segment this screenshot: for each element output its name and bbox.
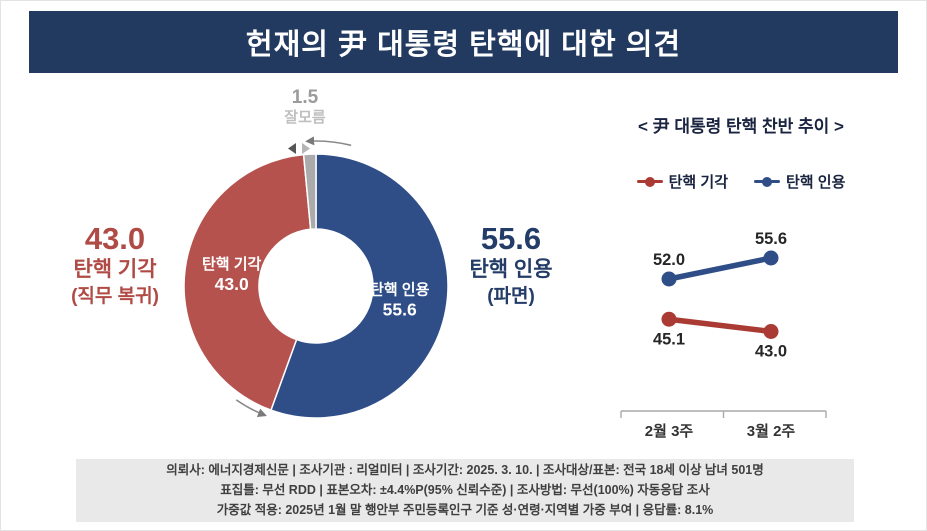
accept-value: 55.6 bbox=[480, 221, 542, 256]
reject-value: 43.0 bbox=[84, 221, 146, 256]
shift-arrow-icon bbox=[305, 136, 352, 147]
trend-line-chart: 2월 3주 3월 2주 45.1 43.0 52.0 55.6 bbox=[620, 230, 827, 440]
data-point bbox=[661, 271, 677, 287]
callout-accept: 55.6 탄핵 인용 (파면) bbox=[451, 222, 571, 310]
data-point bbox=[661, 311, 677, 327]
data-point-label: 45.1 bbox=[653, 330, 685, 348]
legend-label-reject: 탄핵 기각 bbox=[668, 174, 728, 191]
donut-chart: 탄핵 인용 55.6 탄핵 기각 43.0 bbox=[183, 136, 449, 419]
line-dot-marker-icon bbox=[754, 175, 780, 188]
donut-slice-0 bbox=[269, 153, 449, 419]
right-arrow-icon bbox=[302, 143, 310, 154]
data-point bbox=[763, 250, 779, 266]
methodology-line-1: 의뢰사: 에너지경제신문 | 조사기관 : 리얼미터 | 조사기간: 2025.… bbox=[166, 463, 764, 477]
data-point-label: 55.6 bbox=[755, 230, 787, 248]
legend-label-accept: 탄핵 인용 bbox=[786, 174, 846, 191]
callout-reject: 43.0 탄핵 기각 (직무 복귀) bbox=[49, 222, 181, 310]
trend-line bbox=[666, 255, 774, 282]
left-arrow-icon bbox=[288, 143, 296, 154]
reject-sublabel: (직무 복귀) bbox=[71, 286, 159, 307]
accept-sublabel: (파면) bbox=[487, 286, 535, 307]
accept-label: 탄핵 인용 bbox=[469, 258, 553, 281]
shift-arrow-icon bbox=[235, 399, 267, 417]
legend-item-accept: 탄핵 인용 bbox=[754, 171, 845, 192]
unknown-value: 1.5 bbox=[291, 87, 319, 108]
title-bar: 헌재의 尹 대통령 탄핵에 대한 의견 bbox=[29, 11, 898, 73]
donut-slice-1 bbox=[183, 153, 312, 412]
data-point bbox=[763, 324, 779, 340]
trend-line bbox=[666, 316, 774, 335]
survey-methodology-footer: 의뢰사: 에너지경제신문 | 조사기관 : 리얼미터 | 조사기간: 2025.… bbox=[76, 459, 854, 522]
trend-title: < 尹 대통령 탄핵 찬반 추이 > bbox=[638, 117, 844, 136]
line-dot-marker-icon bbox=[636, 175, 663, 188]
data-point-label: 52.0 bbox=[653, 251, 685, 269]
callout-unknown: 1.5 잘모름 bbox=[259, 87, 351, 127]
trend-legend: 탄핵 기각 탄핵 인용 bbox=[581, 171, 901, 192]
x-axis-label: 3월 2주 bbox=[747, 423, 796, 440]
legend-item-reject: 탄핵 기각 bbox=[636, 171, 728, 192]
reject-label: 탄핵 기각 bbox=[73, 258, 157, 281]
methodology-line-2: 표집틀: 무선 RDD | 표본오차: ±4.4%P(95% 신뢰수준) | 조… bbox=[220, 483, 710, 497]
x-axis-label: 2월 3주 bbox=[645, 423, 694, 440]
donut-slice-label: 탄핵 인용 55.6 bbox=[370, 281, 430, 320]
data-point-label: 43.0 bbox=[755, 343, 787, 361]
page-title: 헌재의 尹 대통령 탄핵에 대한 의견 bbox=[245, 29, 682, 61]
donut-slice-label: 탄핵 기각 43.0 bbox=[202, 255, 262, 294]
methodology-line-3: 가중값 적용: 2025년 1월 말 행안부 주민등록인구 기준 성·연령·지역… bbox=[216, 503, 714, 517]
donut-slice-2 bbox=[302, 153, 317, 231]
unknown-label: 잘모름 bbox=[284, 109, 326, 126]
